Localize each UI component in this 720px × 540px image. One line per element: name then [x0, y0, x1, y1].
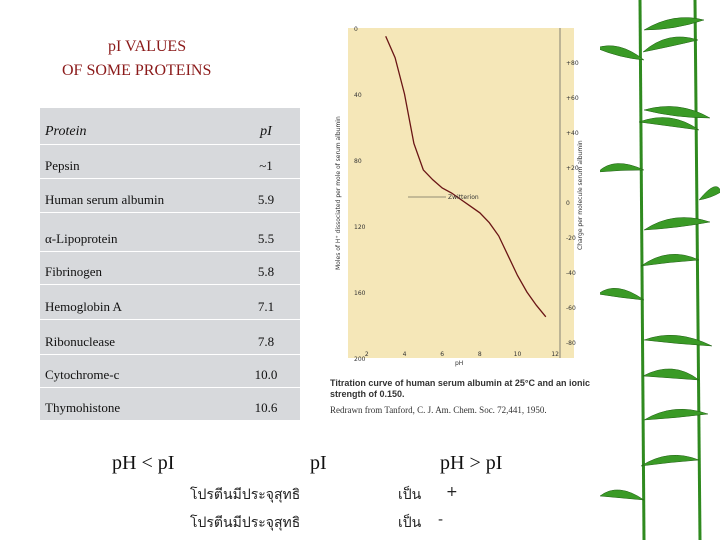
zwitterion-label: Zwitterion	[448, 194, 479, 201]
table-row: Cytochrome-c 10.0	[40, 355, 300, 388]
protein-pi: 10.6	[254, 400, 278, 415]
net-charge-text-2: โปรตีนมีประจุสุทธิ	[190, 515, 301, 531]
is-word-1: เป็น	[398, 487, 422, 503]
chart-caption: Titration curve of human serum albumin a…	[330, 378, 590, 399]
y-tick-label: 40	[354, 92, 362, 99]
net-charge-text-1: โปรตีนมีประจุสุทธิ	[190, 487, 301, 503]
is-word-2: เป็น	[398, 515, 422, 531]
table-row: Fibrinogen 5.8	[40, 252, 300, 285]
protein-pi: 7.8	[257, 334, 275, 349]
y-tick-label: 80	[354, 158, 362, 165]
x-tick-label: 10	[514, 351, 522, 358]
x-axis-label: pH	[455, 360, 463, 367]
protein-name: Hemoglobin A	[45, 299, 122, 314]
y-tick-label-right: -80	[566, 340, 576, 347]
y-tick-label: 200	[354, 356, 366, 363]
protein-pi: 5.5	[257, 231, 275, 246]
protein-pi: 10.0	[254, 367, 278, 382]
y-tick-labels-right: +80 +60 +40 +20 0 -20 -40 -60 -80	[566, 60, 579, 347]
y-tick-label-right: +60	[566, 95, 579, 102]
protein-name: Cytochrome-c	[45, 367, 120, 382]
y-tick-label-right: 0	[566, 200, 570, 207]
protein-name: α-Lipoprotein	[45, 231, 118, 246]
protein-name: Pepsin	[45, 158, 80, 173]
y-tick-label-right: -60	[566, 305, 576, 312]
table-header: Protein pI	[40, 108, 300, 145]
title-line-1: pI VALUES	[108, 38, 187, 55]
y-axis-label-right: Charge per molecule serum albumin	[577, 140, 584, 250]
protein-name: Fibrinogen	[45, 264, 103, 279]
header-pi: pI	[260, 124, 272, 139]
x-tick-label: 2	[365, 351, 369, 358]
table-row: Pepsin ~1	[40, 145, 300, 179]
title-line-2: OF SOME PROTEINS	[62, 62, 212, 79]
y-tick-label-right: +80	[566, 60, 579, 67]
table-row: Human serum albumin 5.9	[40, 179, 300, 213]
titration-curve	[385, 36, 547, 318]
table-row: α-Lipoprotein 5.5	[40, 213, 300, 252]
y-tick-label-right: +20	[566, 165, 579, 172]
y-tick-label-right: +40	[566, 130, 579, 137]
y-tick-label: 160	[354, 290, 366, 297]
chart-citation: Redrawn from Tanford, C. J. Am. Chem. So…	[330, 405, 547, 415]
protein-pi: 5.9	[257, 192, 275, 207]
x-tick-labels: 2 4 6 8 10 12	[365, 351, 559, 358]
pi-table: Protein pI Pepsin ~1 Human serum albumin…	[40, 108, 300, 420]
x-tick-label: 6	[440, 351, 444, 358]
table-row: Hemoglobin A 7.1	[40, 285, 300, 320]
x-tick-label: 8	[478, 351, 482, 358]
protein-name: Human serum albumin	[45, 192, 165, 207]
header-protein: Protein	[45, 124, 87, 139]
y-tick-label-right: -40	[566, 270, 576, 277]
condition-ph-greater-pi: pH > pI	[440, 452, 503, 474]
condition-ph-less-pi: pH < pI	[112, 452, 175, 474]
pi-label: pI	[310, 452, 327, 474]
protein-name: Ribonuclease	[45, 334, 116, 349]
titration-chart: Moles of H⁺ dissociated per mole of seru…	[335, 26, 584, 367]
y-tick-label: 0	[354, 26, 358, 33]
charge-sign-positive: +	[446, 484, 458, 500]
protein-pi: 5.8	[257, 264, 275, 279]
table-row: Ribonuclease 7.8	[40, 320, 300, 355]
table-row: Thymohistone 10.6	[40, 388, 300, 420]
protein-pi: 7.1	[257, 299, 275, 314]
y-tick-label-right: -20	[566, 235, 576, 242]
protein-pi: ~1	[259, 158, 273, 173]
bamboo-decoration	[600, 0, 720, 540]
chart-plot-area	[348, 28, 574, 358]
y-tick-labels-left: 0 40 80 120 160 200	[354, 26, 366, 363]
x-tick-label: 12	[551, 351, 559, 358]
protein-name: Thymohistone	[45, 400, 121, 415]
y-axis-label: Moles of H⁺ dissociated per mole of seru…	[335, 116, 342, 270]
charge-sign-negative: -	[438, 512, 444, 528]
x-tick-label: 4	[403, 351, 407, 358]
y-tick-label: 120	[354, 224, 366, 231]
